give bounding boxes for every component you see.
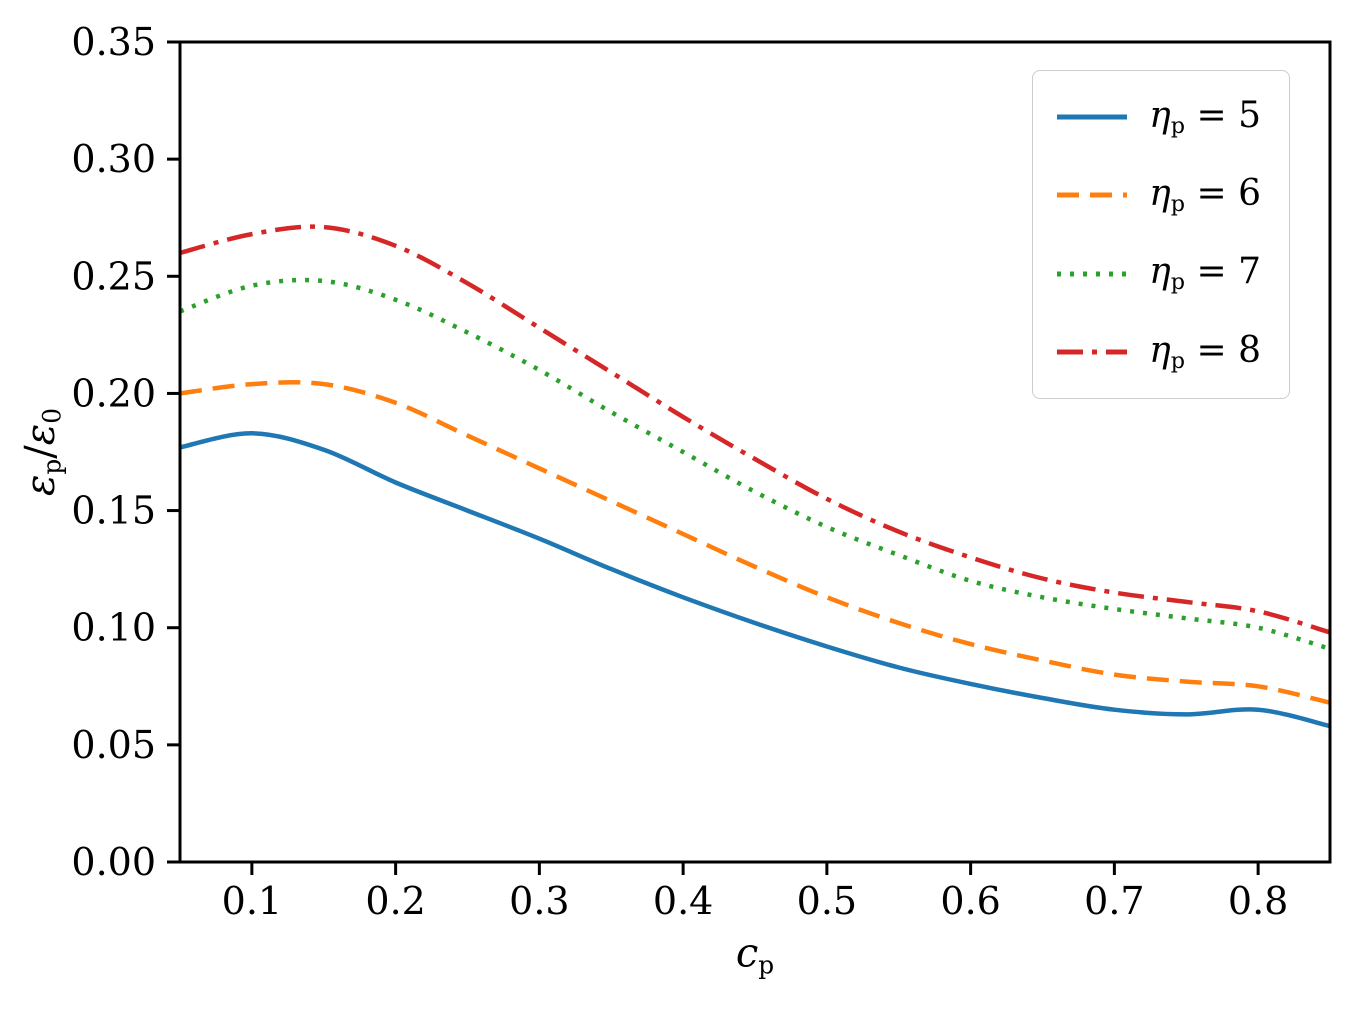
series-line-0 xyxy=(179,431,1331,729)
legend-entry-0: ηp = 5 xyxy=(1055,95,1261,139)
legend-line-sample-dashdot xyxy=(1057,349,1128,355)
x-tick-label: 0.8 xyxy=(1228,879,1288,923)
legend-line-sample-dotted xyxy=(1057,271,1128,277)
axes-box xyxy=(178,40,1332,864)
legend-label: ηp = 8 xyxy=(1149,329,1261,374)
x-tick-label: 0.6 xyxy=(940,879,1000,923)
x-tick-label: 0.3 xyxy=(509,879,569,923)
series-line-3 xyxy=(179,224,1331,635)
y-tick-label: 0.15 xyxy=(71,489,156,533)
y-tick-label: 0.30 xyxy=(71,137,156,181)
legend-entry-1: ηp = 6 xyxy=(1055,173,1261,217)
x-tick-label: 0.7 xyxy=(1084,879,1144,923)
legend-line-sample-solid xyxy=(1057,114,1128,120)
legend-label: ηp = 7 xyxy=(1149,251,1261,296)
y-tick-label: 0.20 xyxy=(71,371,156,415)
x-tick-label: 0.5 xyxy=(797,879,857,923)
legend-entry-3: ηp = 8 xyxy=(1055,330,1261,374)
x-tick-label: 0.1 xyxy=(222,879,282,923)
legend-entry-2: ηp = 7 xyxy=(1055,251,1261,296)
axis-ticks xyxy=(167,40,1260,875)
y-tick-label: 0.05 xyxy=(71,723,156,767)
y-tick-label: 0.35 xyxy=(71,20,156,64)
y-tick-label: 0.00 xyxy=(71,840,156,884)
legend-label: ηp = 6 xyxy=(1149,173,1261,218)
legend-label: ηp = 5 xyxy=(1149,95,1261,140)
legend-line-sample-dashed xyxy=(1057,192,1128,198)
x-tick-label: 0.4 xyxy=(653,879,713,923)
x-axis-label: cp xyxy=(735,930,775,980)
x-tick-label: 0.2 xyxy=(365,879,425,923)
y-tick-label: 0.10 xyxy=(71,606,156,650)
series-line-2 xyxy=(179,277,1331,651)
axes-spines xyxy=(178,40,1332,864)
series-lines xyxy=(179,224,1331,729)
y-axis-label: εp/ε0 xyxy=(17,407,67,497)
series-line-1 xyxy=(179,380,1331,705)
legend: ηp = 5 ηp = 6 ηp = 7 ηp = 8 xyxy=(1032,70,1290,399)
tick-labels: 0.1 0.2 0.3 0.4 0.5 0.6 0.7 0.8 0.00 0.05 0.10 0.15… xyxy=(71,20,1288,923)
y-tick-label: 0.25 xyxy=(71,254,156,298)
